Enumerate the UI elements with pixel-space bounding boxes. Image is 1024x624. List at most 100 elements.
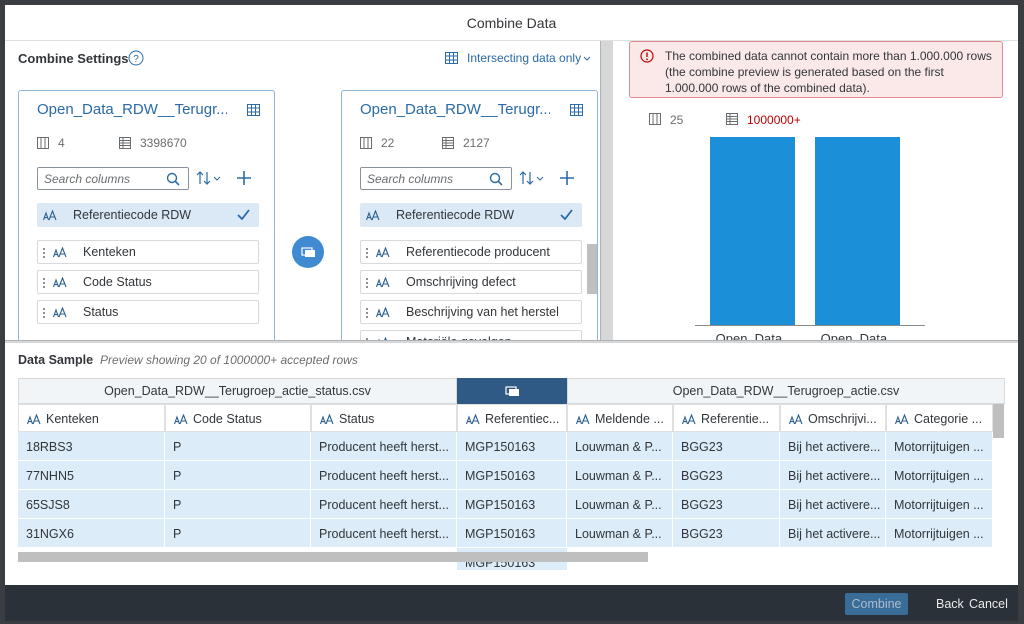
column-header[interactable]: Referentie... [673,404,780,432]
type-icon-part [789,414,803,425]
footer-button[interactable]: Back [936,597,964,611]
type-icon [27,414,41,425]
cell-text: Bij het activere... [788,527,881,541]
type-icon [376,247,390,258]
footer-button[interactable]: Cancel [969,597,1008,611]
column-item[interactable]: Beschrijving van het herstel [360,300,582,324]
columns-icon-part [363,137,369,149]
column-header-label: Code Status [193,412,262,426]
type-icon [53,277,67,288]
error-text: The combined data cannot contain more th… [665,49,992,95]
column-header-label: Kenteken [46,412,99,426]
key-column: Referentiecode RDW [360,203,582,227]
preview-bar [710,137,795,325]
grip-icon-part [43,256,45,258]
mode-select[interactable]: Intersecting data only [467,51,582,65]
rows-icon-part [726,113,738,125]
columns-icon [37,137,49,149]
cell-text: Motorrijtuigen ... [894,527,984,541]
column-header[interactable]: Referentiec... [457,404,567,432]
card-scrollbar [587,244,597,294]
table-group-header [567,378,1005,404]
column-header[interactable]: Status [311,404,457,432]
cell-text: Motorrijtuigen ... [894,440,984,454]
columns-icon [360,137,372,149]
table-icon [247,104,260,116]
table-cell: Motorrijtuigen ... [886,432,993,461]
dataset-title[interactable]: Open_Data_RDW__Terugr... [37,101,227,118]
cell-text: Bij het activere... [788,440,881,454]
search-icon-part [174,180,180,186]
type-icon-svg [682,414,696,425]
table-cell: Bij het activere... [780,490,886,519]
sort-button-part [519,171,534,185]
column-count: 22 [381,136,395,150]
type-icon-svg [320,414,334,425]
table-cell: Producent heeft herst... [311,519,457,548]
data-table: Open_Data_RDW__Terugroep_actie_status.cs… [18,378,1006,570]
search-input[interactable]: Search columns [360,167,512,190]
dataset-title[interactable]: Open_Data_RDW__Terugr... [360,101,550,118]
cell-text: Louwman & P... [575,527,662,541]
link-icon-svg [292,236,324,268]
search-input[interactable]: Search columns [37,167,189,190]
cell-text: P [173,469,182,483]
table-cell: Louwman & P... [567,519,673,548]
type-icon-part [376,307,390,318]
column-header[interactable]: Kenteken [18,404,165,432]
error-message-strip: The combined data cannot contain more th… [629,41,1003,98]
cell-text: Louwman & P... [575,469,662,483]
columns-icon-svg [360,137,372,149]
column-name: Omschrijving defect [406,275,516,289]
error-icon-part [646,58,648,61]
columns-icon-svg [649,113,661,125]
column-header[interactable]: Code Status [165,404,311,432]
preview-column-count: 25 [670,113,684,127]
grip-icon-part [366,338,368,340]
column-item[interactable]: Kenteken [37,240,259,264]
type-icon [466,414,480,425]
type-icon-part [174,414,188,425]
link-icon-part [305,250,315,257]
table-icon [570,104,583,116]
columns-icon-part [37,137,49,149]
column-header[interactable]: Omschrijvi... [780,404,886,432]
mode-caret-svg [583,56,591,61]
column-item[interactable]: Materiële gevolgen [360,330,582,340]
type-icon-part [895,414,909,425]
columns-icon-part [40,137,46,149]
column-header[interactable]: Categorie ... [886,404,993,432]
cell-text: Louwman & P... [575,498,662,512]
error-icon [640,49,654,63]
column-item[interactable]: Omschrijving defect [360,270,582,294]
mode-icon [445,52,459,64]
table-cell: MGP150163 [457,461,567,490]
grip-icon-part [366,312,368,314]
grip-icon [365,337,369,340]
cell-text: Producent heeft herst... [319,527,449,541]
type-icon-part [466,414,480,425]
grip-icon-part [366,316,368,318]
rows-icon [442,137,454,149]
type-icon-svg [53,277,67,288]
grip-icon-svg [366,278,368,288]
type-icon-svg [366,210,380,221]
type-icon-svg [53,307,67,318]
error-icon-part [640,49,654,63]
footer-button[interactable]: Combine [845,593,908,615]
column-item[interactable]: Status [37,300,259,324]
cell-text: Bij het activere... [788,498,881,512]
key-column: Referentiecode RDW [37,203,259,227]
cell-text: P [173,527,182,541]
table-cell: Louwman & P... [567,432,673,461]
column-header[interactable]: Meldende ... [567,404,673,432]
column-name: Beschrijving van het herstel [406,305,559,319]
column-item[interactable]: Referentiecode producent [360,240,582,264]
type-icon-svg [789,414,803,425]
cell-text: Motorrijtuigen ... [894,469,984,483]
add-button-part [560,171,574,185]
column-item[interactable]: Code Status [37,270,259,294]
type-icon-part [320,414,334,425]
link-icon-part [509,389,519,396]
check-icon [237,209,250,220]
